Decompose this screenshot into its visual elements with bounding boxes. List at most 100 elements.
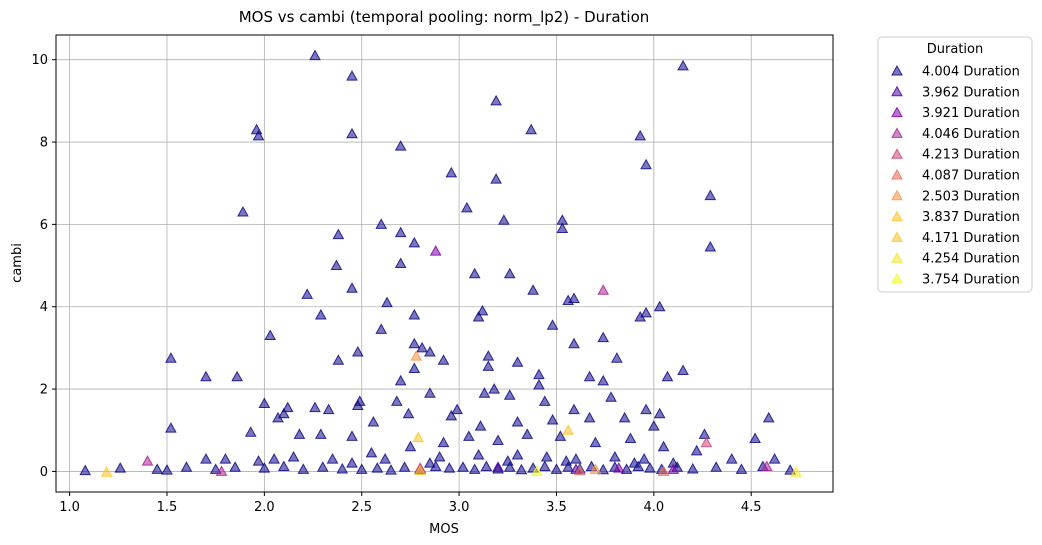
data-point — [367, 415, 380, 427]
data-point — [503, 461, 516, 472]
data-point — [657, 440, 670, 452]
x-axis-ticks: 1.0 1.5 2.0 2.5 3.0 3.5 4.0 4.5 — [59, 492, 762, 515]
data-point — [597, 331, 610, 343]
data-point — [161, 464, 173, 475]
data-point — [657, 465, 670, 476]
legend-label: 4.171 Duration — [922, 231, 1020, 246]
data-point — [735, 463, 748, 474]
data-point — [644, 462, 656, 473]
data-point — [468, 267, 481, 279]
data-point — [237, 206, 249, 217]
legend-item: 4.046 Duration — [891, 127, 1020, 142]
data-point — [597, 284, 610, 295]
data-point — [647, 420, 660, 431]
data-point — [768, 453, 781, 464]
data-point — [404, 440, 417, 452]
legend-item: 3.837 Duration — [891, 210, 1020, 225]
data-point — [482, 350, 495, 361]
data-point — [457, 461, 469, 472]
data-point — [412, 431, 425, 443]
legend-item: 4.087 Duration — [891, 169, 1020, 184]
legend-label: 3.962 Duration — [922, 85, 1020, 100]
data-point — [424, 457, 436, 468]
data-point — [301, 288, 314, 299]
data-point — [482, 360, 495, 371]
data-point — [589, 436, 602, 448]
x-tick-label: 3.5 — [546, 500, 567, 515]
data-point — [503, 267, 516, 279]
legend-label: 2.503 Duration — [922, 189, 1020, 204]
legend-item: 4.004 Duration — [891, 65, 1020, 80]
data-point — [468, 463, 481, 474]
data-point — [200, 370, 212, 382]
data-point — [433, 450, 446, 462]
data-point — [710, 461, 723, 472]
data-point — [445, 409, 458, 421]
legend-marker — [891, 189, 903, 201]
data-point — [402, 407, 415, 419]
data-point — [346, 457, 358, 468]
x-tick-label: 1.0 — [59, 500, 80, 515]
data-point — [209, 463, 222, 474]
legend-marker — [891, 252, 903, 263]
data-point — [480, 460, 493, 471]
data-point — [410, 350, 423, 361]
legend-item: 4.254 Duration — [891, 252, 1020, 267]
data-point — [538, 460, 551, 471]
y-axis-ticks: 0 2 4 6 8 10 — [31, 53, 56, 480]
data-point — [461, 201, 473, 213]
data-point — [605, 391, 617, 402]
legend-label: 3.837 Duration — [922, 210, 1020, 225]
data-point — [597, 374, 610, 386]
data-point — [527, 284, 539, 295]
data-point — [638, 453, 650, 464]
x-tick-label: 1.5 — [157, 500, 178, 515]
data-point — [287, 450, 300, 462]
data-point — [385, 464, 397, 475]
data-point — [424, 387, 436, 398]
data-point — [628, 457, 641, 468]
data-point — [634, 129, 647, 141]
data-point — [540, 450, 553, 462]
data-point — [268, 453, 280, 464]
data-point — [293, 428, 306, 439]
legend-label: 4.087 Duration — [922, 169, 1020, 184]
legend-label: 3.754 Duration — [922, 273, 1020, 288]
data-point — [379, 453, 391, 464]
legend-marker — [891, 272, 903, 284]
legend-item: 4.171 Duration — [891, 231, 1020, 246]
data-point — [476, 304, 489, 316]
data-point — [309, 401, 321, 413]
data-point — [281, 401, 294, 413]
data-point — [381, 296, 393, 308]
data-point — [511, 448, 524, 460]
legend-item: 3.754 Duration — [891, 272, 1020, 288]
data-point — [371, 462, 384, 473]
data-point — [511, 415, 524, 427]
data-point — [661, 370, 674, 382]
data-point — [725, 453, 738, 464]
data-point — [437, 436, 450, 448]
data-point — [640, 403, 652, 415]
data-point — [375, 323, 388, 334]
data-point — [408, 308, 421, 320]
data-point — [609, 450, 621, 462]
data-point — [277, 460, 290, 471]
data-point — [437, 354, 450, 365]
plot-frame — [55, 34, 834, 493]
data-point — [521, 428, 534, 439]
data-point — [698, 428, 711, 439]
data-point — [546, 413, 559, 425]
legend-title: Duration — [927, 42, 983, 57]
data-point — [353, 395, 366, 406]
data-point — [151, 463, 164, 474]
data-point — [252, 129, 265, 141]
data-point — [700, 436, 713, 448]
data-points — [79, 49, 802, 477]
data-point — [443, 462, 456, 473]
data-point — [346, 127, 358, 139]
data-point — [686, 462, 699, 474]
data-point — [472, 310, 485, 322]
data-point — [100, 466, 113, 477]
